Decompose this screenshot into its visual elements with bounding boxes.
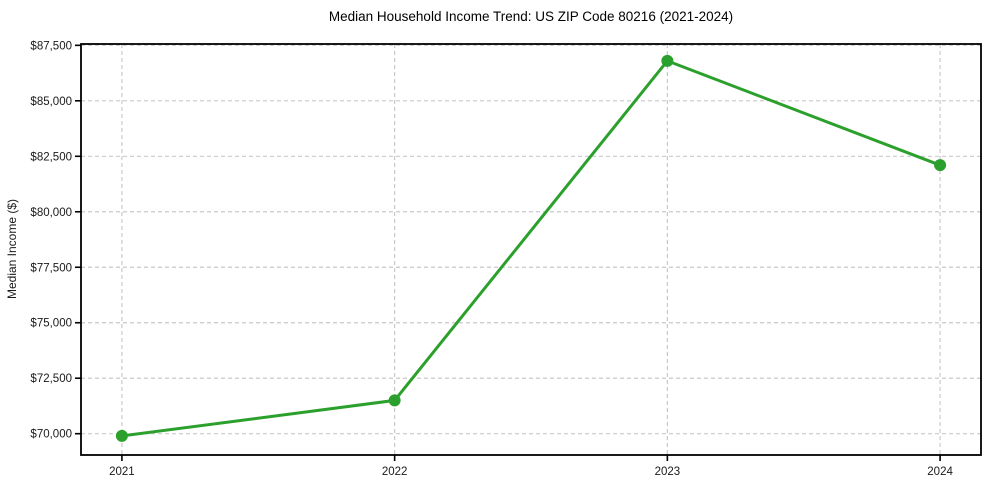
y-axis-label: Median Income ($) (5, 199, 19, 299)
x-tick-label: 2023 (655, 466, 681, 478)
y-tick-label: $85,000 (30, 96, 72, 108)
chart-title: Median Household Income Trend: US ZIP Co… (329, 9, 733, 24)
y-tick-label: $82,500 (30, 151, 72, 163)
x-tick-label: 2021 (109, 466, 135, 478)
y-tick-label: $87,500 (30, 40, 72, 52)
data-point-2021 (115, 429, 128, 442)
plot-spines (80, 43, 982, 456)
y-tick-label: $75,000 (30, 318, 72, 330)
gridlines (81, 44, 981, 455)
y-tick-label: $72,500 (30, 373, 72, 385)
axes (75, 43, 982, 461)
y-tick-label: $77,500 (30, 262, 72, 274)
y-tick-label: $70,000 (30, 429, 72, 441)
y-tick-label: $80,000 (30, 207, 72, 219)
x-tick-label: 2024 (927, 466, 953, 478)
tick-labels: $70,000 $72,500 $75,000 $77,500 $80,000 $82,5… (30, 40, 953, 478)
data-point-2023 (661, 54, 674, 67)
data-series (115, 54, 947, 442)
trend-line (120, 59, 942, 438)
x-tick-label: 2022 (382, 466, 408, 478)
data-point-2024 (934, 159, 947, 172)
data-point-2022 (388, 394, 401, 407)
